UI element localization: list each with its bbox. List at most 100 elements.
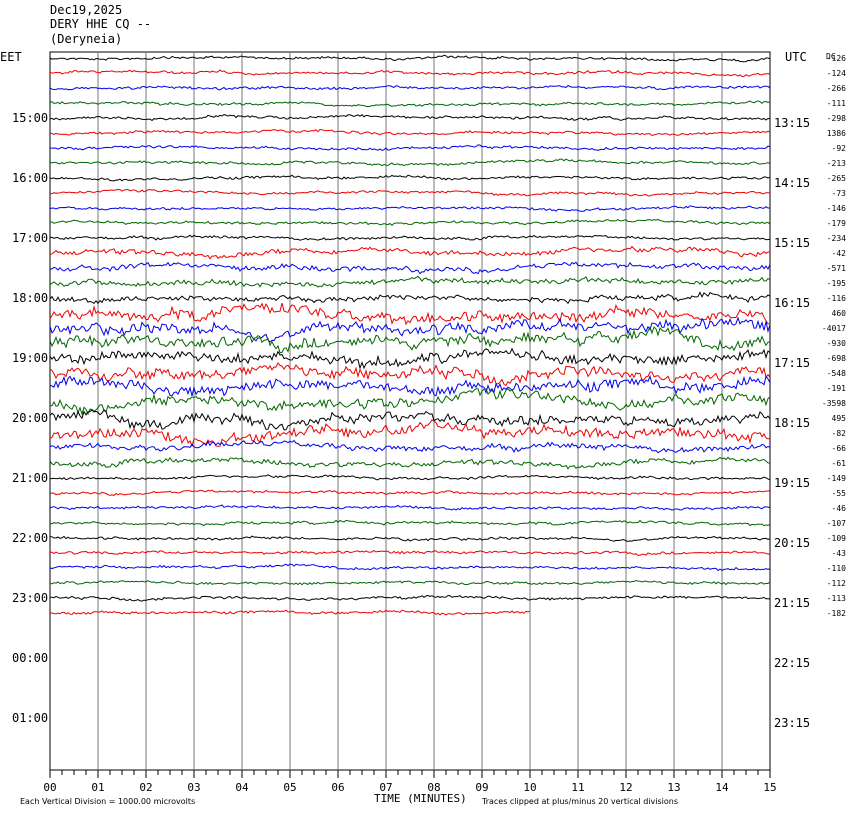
x-axis-title: TIME (MINUTES) <box>374 792 467 805</box>
station-location: (Deryneia) <box>50 32 123 46</box>
x-tick-label: 07 <box>379 781 392 794</box>
left-hour-label: 22:00 <box>12 531 48 545</box>
chart-date: Dec19,2025 <box>50 3 123 17</box>
dc-offset-label: -195 <box>827 279 846 288</box>
left-hour-label: 15:00 <box>12 111 48 125</box>
right-hour-label: 14:15 <box>774 176 810 190</box>
dc-offset-label: -42 <box>832 249 847 258</box>
dc-offset-label: -213 <box>827 159 846 168</box>
left-hour-label: 20:00 <box>12 411 48 425</box>
x-tick-label: 13 <box>667 781 680 794</box>
right-hour-label: 13:15 <box>774 116 810 130</box>
dc-offset-label: -46 <box>832 504 847 513</box>
scale-note: Each Vertical Division = 1000.00 microvo… <box>20 797 196 806</box>
dc-offset-label: 495 <box>832 414 847 423</box>
right-hour-label: 22:15 <box>774 656 810 670</box>
dc-offset-label: -571 <box>827 264 846 273</box>
x-tick-label: 08 <box>427 781 440 794</box>
seismic-trace <box>49 409 771 431</box>
x-tick-label: 15 <box>763 781 776 794</box>
right-hour-label: 20:15 <box>774 536 810 550</box>
x-tick-label: 03 <box>187 781 200 794</box>
dc-offset-label: -126 <box>827 54 846 63</box>
dc-offset-label: -265 <box>827 174 846 183</box>
dc-offset-label: -113 <box>827 594 846 603</box>
seismic-trace <box>49 114 771 122</box>
seismic-trace <box>49 69 771 78</box>
seismic-trace <box>49 519 771 527</box>
seismic-trace <box>49 158 771 167</box>
dc-offset-label: -179 <box>827 219 846 228</box>
seismic-trace <box>49 504 771 511</box>
right-hour-label: 17:15 <box>774 356 810 370</box>
seismic-trace <box>49 302 771 326</box>
seismic-trace <box>50 188 771 197</box>
right-timezone-label: UTC <box>785 50 807 64</box>
dc-offset-label: -109 <box>827 534 846 543</box>
left-hour-label: 17:00 <box>12 231 48 245</box>
x-tick-label: 14 <box>715 781 729 794</box>
seismic-trace <box>49 362 771 387</box>
seismic-trace <box>49 84 771 91</box>
seismic-trace <box>49 174 771 182</box>
dc-offset-label: -182 <box>827 609 846 618</box>
x-tick-label: 12 <box>619 781 632 794</box>
x-tick-label: 06 <box>331 781 344 794</box>
seismic-trace <box>49 609 531 616</box>
dc-offset-label: -124 <box>827 69 846 78</box>
seismic-trace <box>49 100 771 108</box>
dc-offset-label: -149 <box>827 474 846 483</box>
station-code: DERY HHE CQ -- <box>50 17 152 31</box>
seismic-trace <box>49 144 771 151</box>
seismic-trace <box>49 347 771 370</box>
dc-offset-label: -698 <box>827 354 846 363</box>
dc-offset-label: -107 <box>827 519 846 528</box>
right-hour-label: 16:15 <box>774 296 810 310</box>
left-hour-label: 00:00 <box>12 651 48 665</box>
left-hour-label: 16:00 <box>12 171 48 185</box>
right-hour-label: 23:15 <box>774 716 810 730</box>
dc-offset-label: -548 <box>827 369 846 378</box>
plot-frame <box>49 51 771 771</box>
seismic-trace <box>49 419 771 448</box>
dc-offset-label: -3598 <box>822 399 846 408</box>
dc-offset-label: -146 <box>827 204 846 213</box>
dc-offset-label: -234 <box>827 234 846 243</box>
seismic-trace <box>49 218 771 226</box>
left-timezone-label: EET <box>0 50 22 64</box>
dc-offset-label: -82 <box>832 429 847 438</box>
dc-label: DC <box>826 52 836 61</box>
clip-note: Traces clipped at plus/minus 20 vertical… <box>482 797 679 806</box>
dc-offset-label: -61 <box>832 459 847 468</box>
seismic-trace <box>49 439 771 454</box>
right-hour-label: 18:15 <box>774 416 810 430</box>
x-tick-label: 05 <box>283 781 296 794</box>
dc-offset-label: -266 <box>827 84 846 93</box>
seismic-trace <box>49 54 771 63</box>
x-tick-label: 02 <box>139 781 152 794</box>
right-hour-label: 19:15 <box>774 476 810 490</box>
seismic-trace <box>49 291 771 305</box>
seismic-trace <box>49 456 771 470</box>
x-tick-label: 10 <box>523 781 536 794</box>
seismic-trace <box>49 535 771 542</box>
dc-offset-label: 1386 <box>827 129 846 138</box>
seismic-trace <box>49 275 771 288</box>
seismic-trace <box>49 128 771 137</box>
left-hour-label: 19:00 <box>12 351 48 365</box>
x-tick-label: 00 <box>43 781 56 794</box>
dc-offset-label: -43 <box>832 549 847 558</box>
dc-offset-label: -4017 <box>822 324 846 333</box>
x-tick-label: 09 <box>475 781 488 794</box>
seismic-trace <box>49 489 771 496</box>
left-hour-label: 01:00 <box>12 711 48 725</box>
left-hour-label: 21:00 <box>12 471 48 485</box>
seismic-trace <box>49 563 771 572</box>
dc-offset-label: -66 <box>832 444 847 453</box>
dc-offset-label: 460 <box>832 309 847 318</box>
seismic-trace <box>49 205 770 212</box>
left-hour-label: 18:00 <box>12 291 48 305</box>
dc-offset-label: -55 <box>832 489 847 498</box>
seismic-trace <box>49 245 771 260</box>
